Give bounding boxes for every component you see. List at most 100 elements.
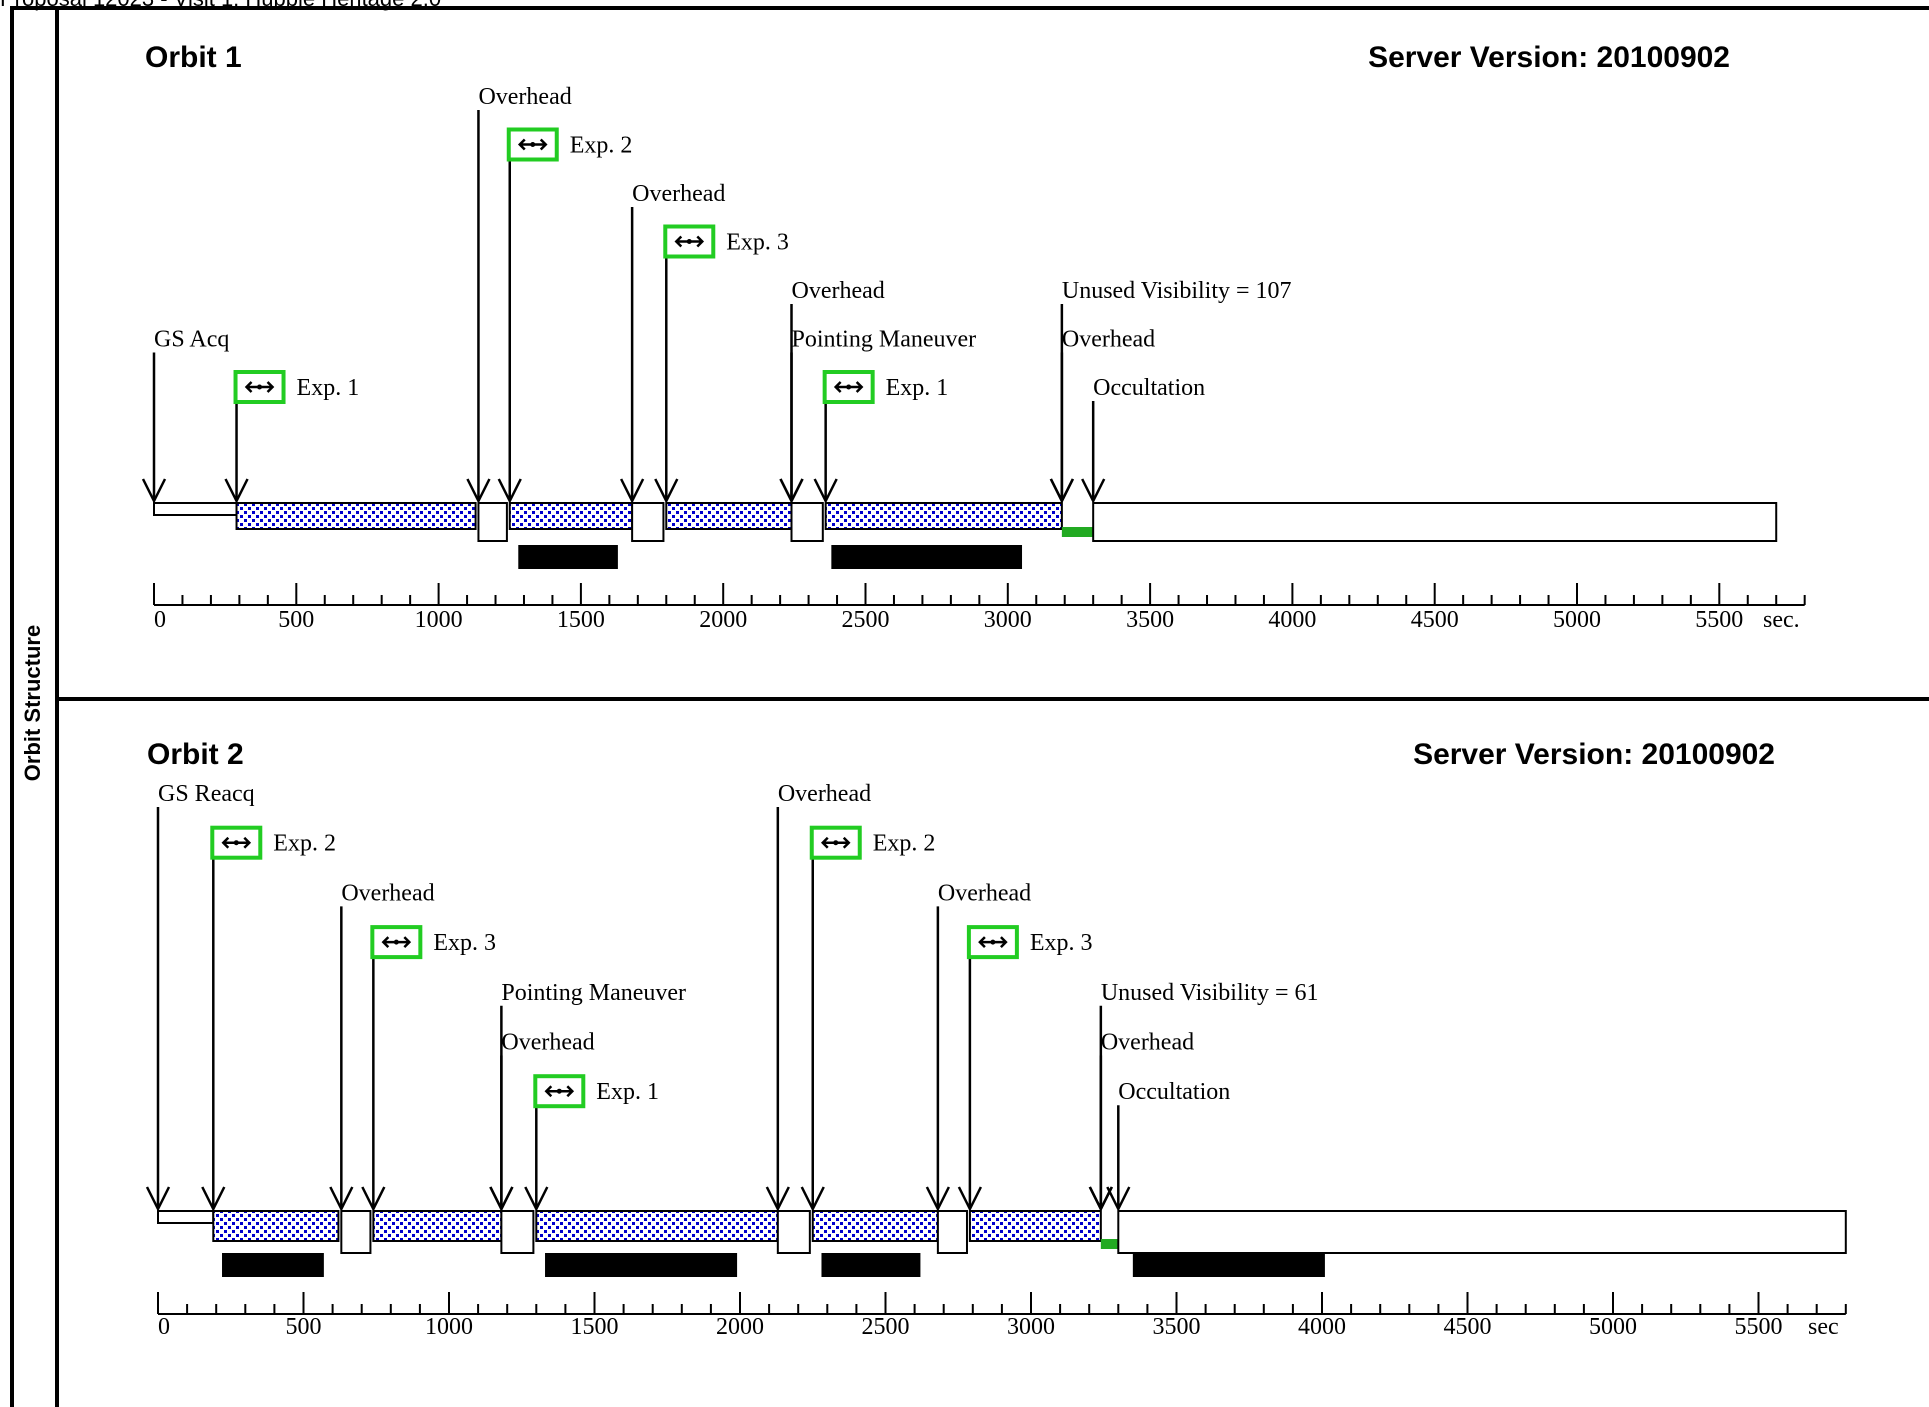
orbit-1-panel: Orbit 1 Server Version: 20100902 sec. 0 5… bbox=[141, 41, 1806, 633]
event-label: Occultation bbox=[1093, 375, 1205, 401]
tick-label: 500 bbox=[278, 607, 314, 633]
exposure-label: Exp. 2 bbox=[570, 133, 633, 159]
arrow-head bbox=[654, 478, 679, 504]
event-label: Overhead bbox=[778, 781, 871, 807]
segment-thin bbox=[157, 1210, 215, 1224]
segment-exposure bbox=[508, 502, 634, 530]
exposure-marker: Exp. 3 bbox=[654, 224, 789, 504]
tick-label: 2500 bbox=[842, 607, 890, 633]
exposure-icon bbox=[822, 370, 875, 404]
exposure-label: Exp. 1 bbox=[886, 375, 949, 401]
tick-label: 4000 bbox=[1268, 607, 1316, 633]
tick-label: 3500 bbox=[1153, 1314, 1201, 1340]
exposure-icon bbox=[233, 370, 286, 404]
tick-label: 5500 bbox=[1695, 607, 1743, 633]
exposure-label: Exp. 3 bbox=[433, 930, 496, 956]
event-label: Overhead bbox=[792, 278, 885, 304]
segment-unused bbox=[1061, 527, 1094, 537]
event-label: Pointing Maneuver bbox=[792, 327, 977, 353]
exposure-label: Exp. 1 bbox=[596, 1079, 659, 1105]
axis-unit: sec. bbox=[1763, 607, 1800, 633]
event-marker: Overhead bbox=[1088, 1030, 1194, 1212]
event-marker: GS Reacq bbox=[145, 781, 255, 1212]
event-marker: Overhead bbox=[925, 880, 1031, 1212]
exposure-icon bbox=[210, 825, 263, 860]
event-marker: Occultation bbox=[1106, 1079, 1230, 1212]
occupancy-bars bbox=[518, 545, 1023, 569]
event-marker: Overhead bbox=[620, 181, 725, 504]
arrow-head bbox=[925, 1186, 950, 1212]
arrow-head bbox=[224, 478, 249, 504]
page-frame bbox=[10, 6, 1929, 1407]
exposure-label: Exp. 3 bbox=[726, 230, 789, 256]
arrow-head bbox=[765, 1186, 790, 1212]
segment-exposure bbox=[811, 1210, 939, 1242]
segment-box bbox=[936, 1210, 968, 1254]
arrow-head bbox=[957, 1186, 983, 1212]
segment-exposure bbox=[968, 1210, 1102, 1242]
event-marker: Overhead bbox=[765, 781, 871, 1212]
occupancy-bar bbox=[1132, 1253, 1325, 1277]
segment-box bbox=[790, 502, 824, 542]
tick-label: 3500 bbox=[1126, 607, 1174, 633]
tick-label: 2000 bbox=[716, 1314, 764, 1340]
arrow-head bbox=[489, 1186, 514, 1212]
event-label: Unused Visibility = 61 bbox=[1101, 980, 1319, 1006]
event-marker: Overhead bbox=[489, 1030, 595, 1212]
occupancy-bar bbox=[821, 1253, 921, 1277]
segment-box bbox=[1092, 502, 1778, 542]
tick-label: 1500 bbox=[557, 607, 605, 633]
event-marker: GS Acq bbox=[141, 327, 229, 504]
arrow-head bbox=[497, 478, 522, 504]
exposure-icon bbox=[809, 825, 862, 860]
tick-label: 5000 bbox=[1589, 1314, 1637, 1340]
occupancy-bars bbox=[222, 1253, 1325, 1277]
segment-unused bbox=[1100, 1239, 1119, 1249]
event-label: Overhead bbox=[341, 880, 434, 906]
orbit-title: Orbit 2 bbox=[147, 738, 244, 771]
axis-unit: sec bbox=[1808, 1314, 1839, 1340]
orbit-title: Orbit 1 bbox=[145, 41, 242, 74]
tick-label: 0 bbox=[158, 1314, 170, 1340]
segment-exposure bbox=[235, 502, 477, 530]
event-label: Overhead bbox=[1101, 1030, 1194, 1056]
tick-label: 3000 bbox=[1007, 1314, 1055, 1340]
exposure-icon bbox=[506, 127, 559, 162]
arrow-head bbox=[1106, 1186, 1131, 1212]
time-axis: 0 500 1000 1500 2000 2500 3000 3500 4000 4500 5000… bbox=[157, 1292, 1847, 1340]
side-column bbox=[10, 6, 59, 1407]
server-version: Server Version: 20100902 bbox=[1413, 738, 1775, 771]
exposure-marker: Exp. 1 bbox=[524, 1074, 659, 1212]
event-label: Overhead bbox=[938, 880, 1031, 906]
segment-exposure bbox=[372, 1210, 503, 1242]
tick-label: 4000 bbox=[1298, 1314, 1346, 1340]
occupancy-bar bbox=[222, 1253, 324, 1277]
arrow-head bbox=[1088, 1186, 1113, 1212]
tick-label: 1500 bbox=[571, 1314, 619, 1340]
exposure-marker: Exp. 1 bbox=[224, 370, 360, 504]
server-version: Server Version: 20100902 bbox=[1368, 41, 1730, 74]
segment-box bbox=[631, 502, 665, 542]
tick-label: 1000 bbox=[415, 607, 463, 633]
segment-exposure bbox=[212, 1210, 340, 1242]
arrow-head bbox=[524, 1186, 549, 1212]
exposure-icon bbox=[533, 1074, 586, 1109]
exposure-icon bbox=[370, 925, 423, 960]
exposure-label: Exp. 1 bbox=[297, 375, 360, 401]
segment-box bbox=[500, 1210, 535, 1254]
event-marker: Overhead bbox=[329, 880, 435, 1212]
side-label: Orbit Structure bbox=[20, 624, 45, 782]
event-label: Overhead bbox=[632, 181, 725, 207]
exposure-marker: Exp. 2 bbox=[201, 825, 336, 1212]
event-marker: Overhead bbox=[1049, 327, 1155, 504]
tick-label: 1000 bbox=[425, 1314, 473, 1340]
event-marker: Occultation bbox=[1081, 375, 1205, 504]
exposure-marker: Exp. 2 bbox=[800, 825, 935, 1212]
segment-exposure bbox=[824, 502, 1063, 530]
tick-label: 0 bbox=[154, 607, 166, 633]
time-axis: 0 500 1000 1500 2000 2500 3000 3500 4000 4500 5000… bbox=[153, 583, 1806, 633]
occupancy-bar bbox=[518, 545, 618, 569]
exposure-marker: Exp. 3 bbox=[361, 925, 496, 1212]
arrow-head bbox=[620, 478, 645, 504]
tick-label: 4500 bbox=[1411, 607, 1459, 633]
